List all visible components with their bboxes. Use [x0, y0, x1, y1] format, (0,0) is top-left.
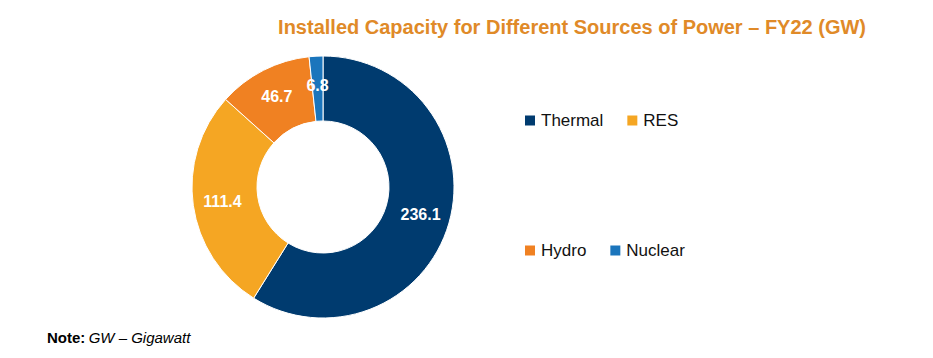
svg-text:Note:: Note:	[47, 329, 85, 346]
svg-text:6.8: 6.8	[306, 77, 328, 94]
svg-text:46.7: 46.7	[261, 88, 292, 105]
svg-text:Installed Capacity for Differe: Installed Capacity for Different Sources…	[278, 16, 866, 38]
svg-text:Nuclear: Nuclear	[626, 241, 685, 260]
svg-text:111.4: 111.4	[203, 193, 241, 210]
svg-text:Thermal: Thermal	[541, 111, 603, 130]
svg-text:GW – Gigawatt: GW – Gigawatt	[89, 329, 192, 346]
svg-text:Hydro: Hydro	[541, 241, 586, 260]
svg-text:RES: RES	[643, 111, 678, 130]
svg-text:236.1: 236.1	[401, 206, 441, 223]
